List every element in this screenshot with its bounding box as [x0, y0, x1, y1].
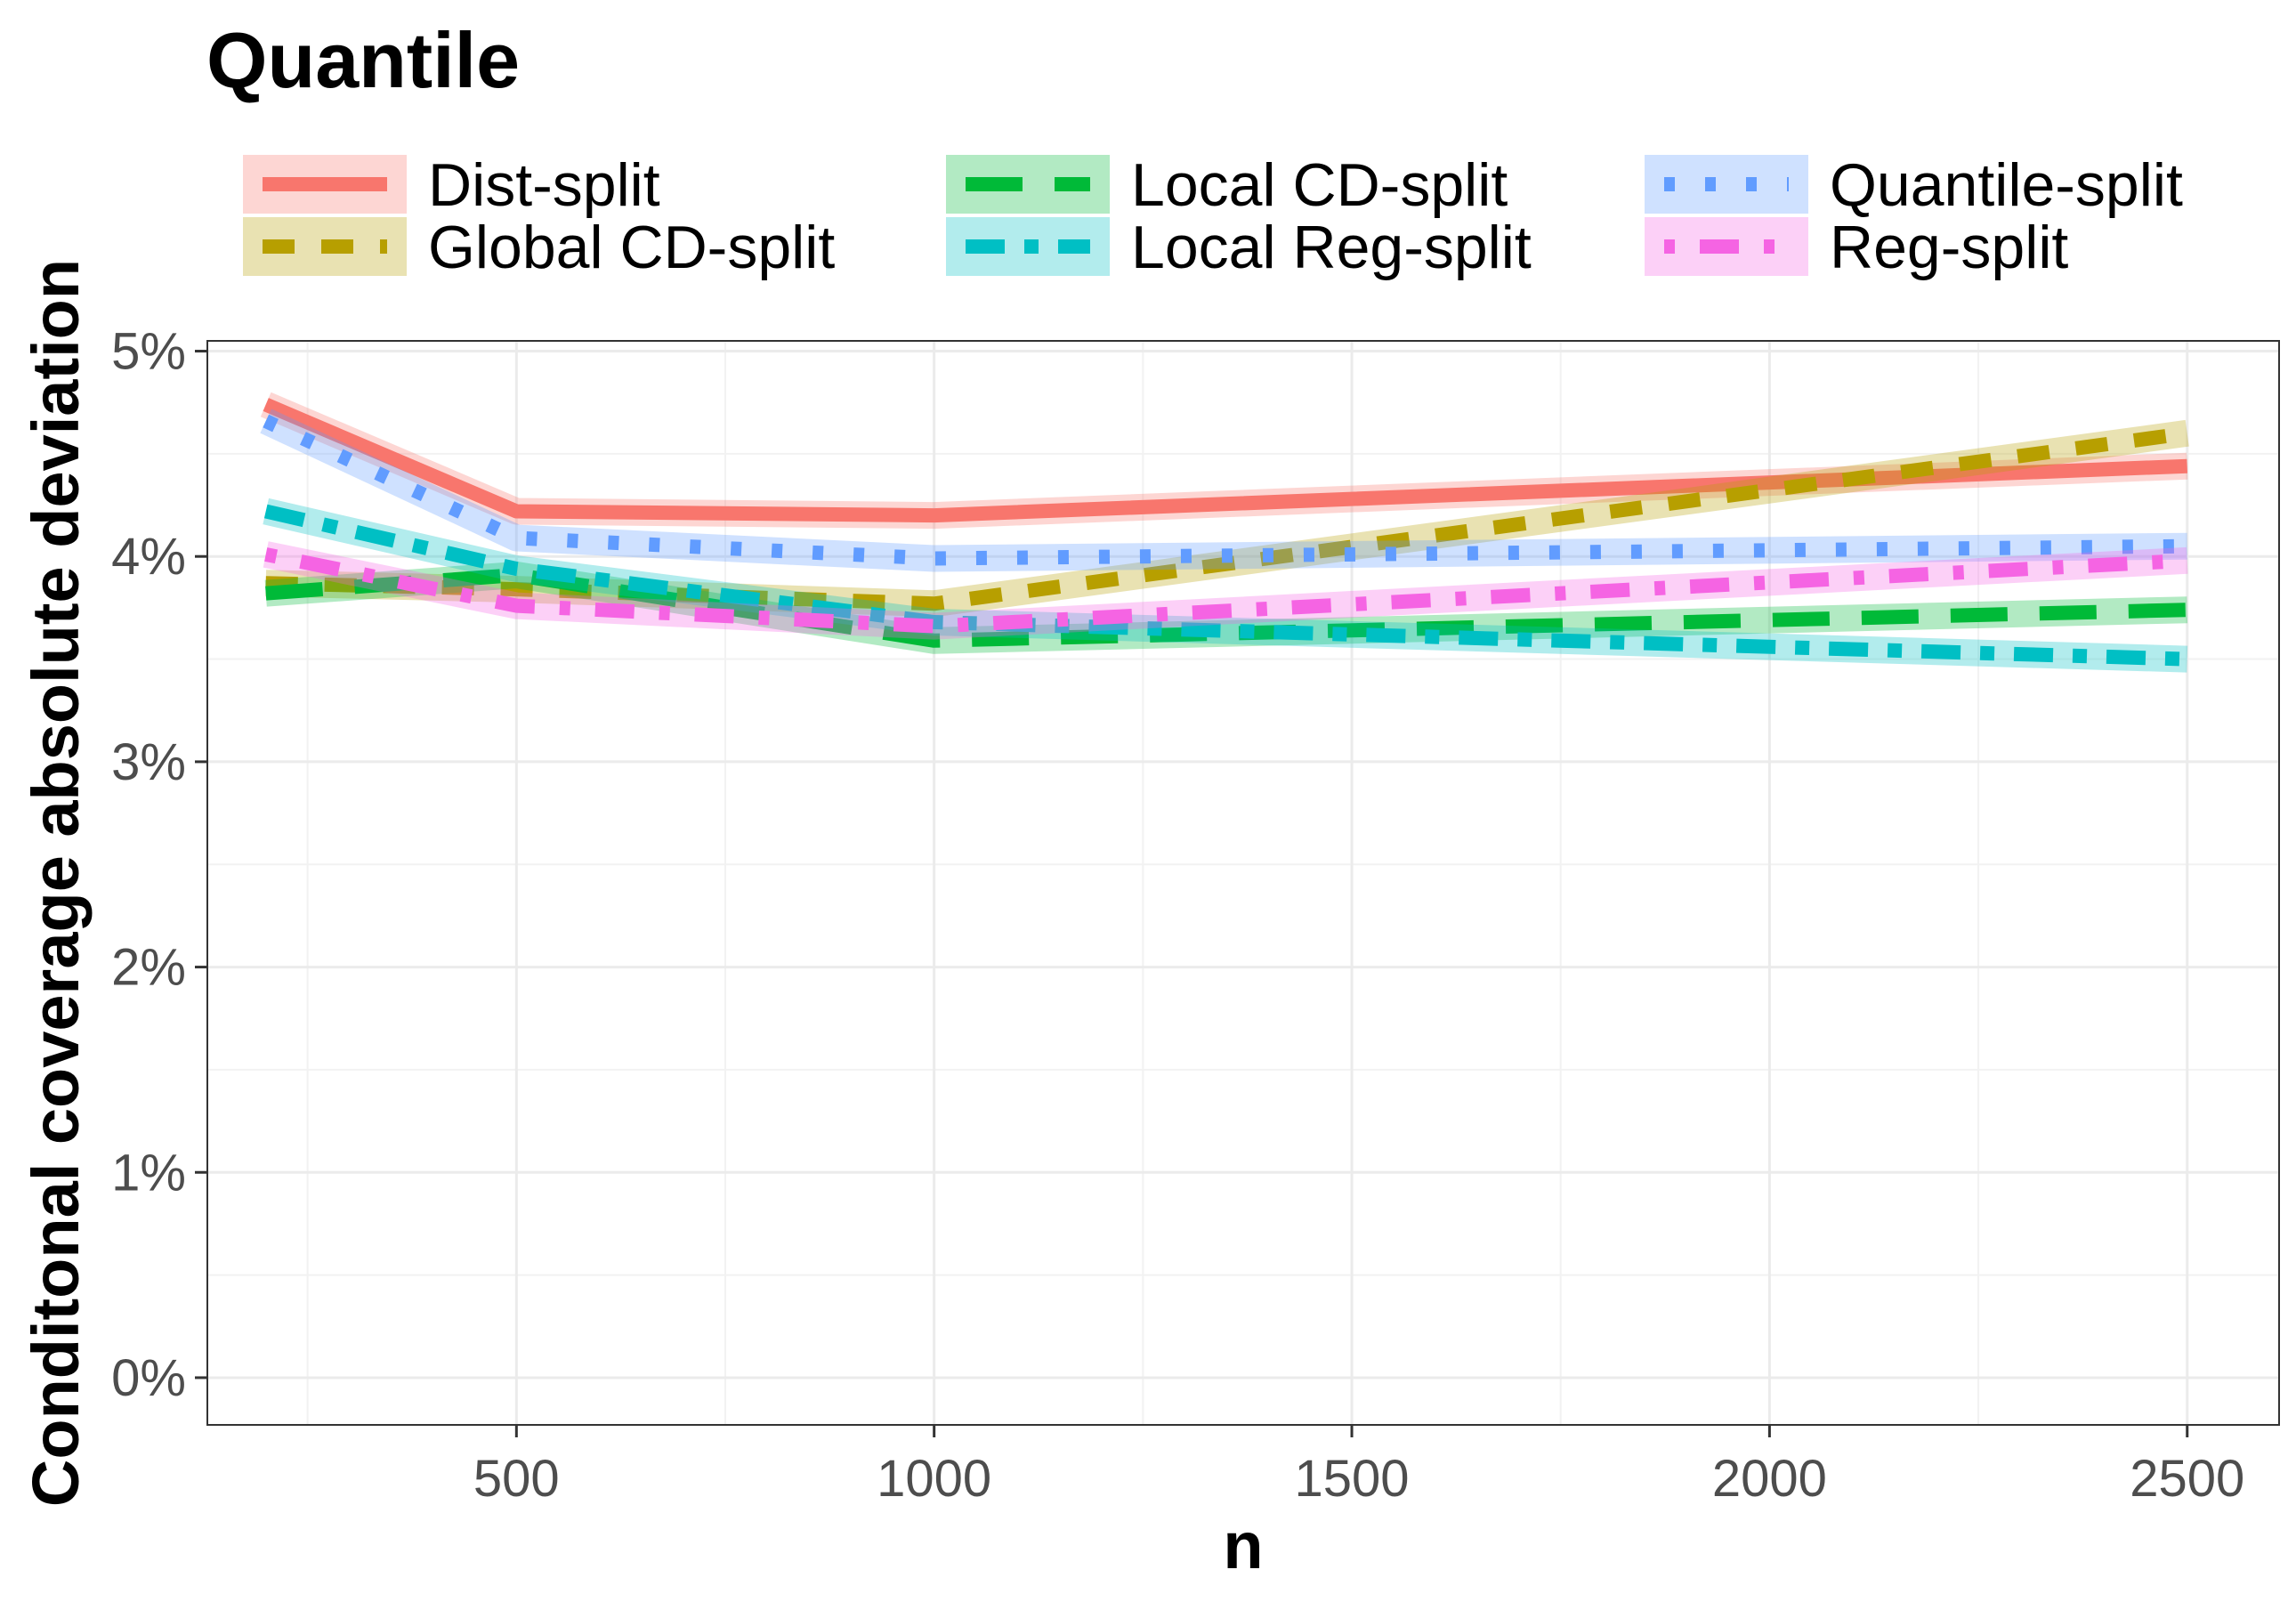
- legend-item: Local CD-split: [946, 151, 1508, 219]
- y-tick-label: 3%: [111, 733, 186, 791]
- legend-label: Local Reg-split: [1131, 214, 1532, 281]
- x-axis-title: n: [1223, 1509, 1263, 1582]
- chart-title: Quantile: [206, 16, 520, 104]
- legend-item: Dist-split: [243, 151, 660, 219]
- series-line: [263, 504, 2187, 667]
- series-line: [264, 547, 2188, 634]
- x-tick-label: 1500: [1295, 1450, 1410, 1508]
- x-tick-label: 500: [473, 1450, 560, 1508]
- y-tick-label: 0%: [111, 1349, 186, 1407]
- y-tick-label: 4%: [111, 528, 186, 586]
- legend-item: Quantile-split: [1645, 151, 2183, 219]
- legend-label: Reg-split: [1830, 214, 2068, 281]
- legend-label: Global CD-split: [428, 214, 835, 281]
- series-band: [260, 409, 2187, 572]
- y-tick-label: 5%: [111, 323, 186, 381]
- grid: [207, 341, 2279, 1425]
- legend-item: Local Reg-split: [946, 214, 1532, 281]
- y-tick-label: 1%: [111, 1144, 186, 1202]
- legend-label: Dist-split: [428, 151, 660, 219]
- legend-label: Local CD-split: [1131, 151, 1508, 219]
- plot-border: [206, 340, 2280, 1426]
- y-axis-title: Conditonal coverage absolute deviation: [19, 259, 93, 1507]
- plot-background: [207, 341, 2279, 1425]
- legend-item: Reg-split: [1645, 214, 2068, 281]
- legend-item: Global CD-split: [243, 214, 835, 281]
- y-tick-label: 2%: [111, 939, 186, 997]
- series-lines: [260, 392, 2189, 673]
- legend-label: Quantile-split: [1830, 151, 2183, 219]
- series-line: [265, 568, 2187, 648]
- series-line: [263, 398, 2188, 523]
- x-tick-label: 1000: [877, 1450, 991, 1508]
- axes: 500 1000 1500 2000 2500 0% 1% 2% 3% 4% 5%: [111, 323, 2244, 1508]
- x-tick-label: 2000: [1712, 1450, 1827, 1508]
- x-tick-label: 2500: [2130, 1450, 2244, 1508]
